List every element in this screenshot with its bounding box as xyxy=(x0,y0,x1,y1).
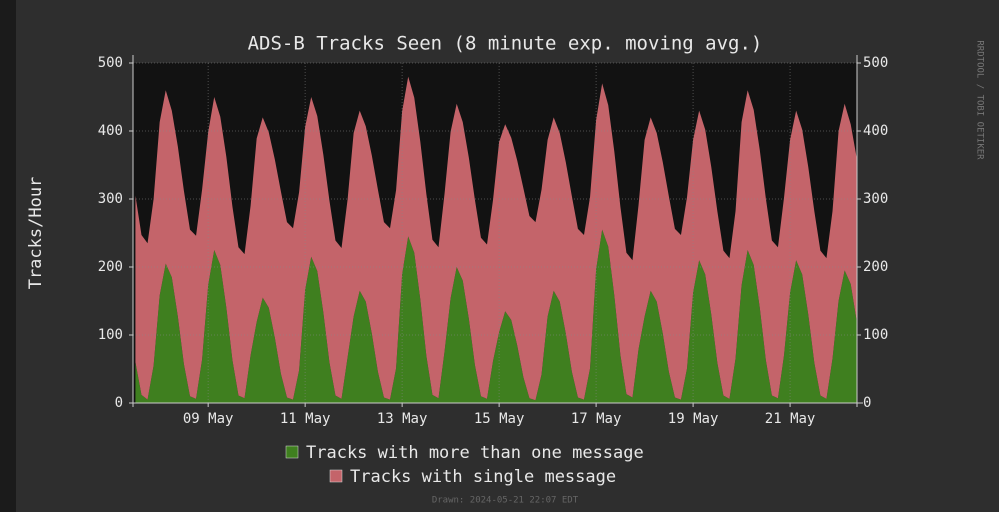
legend-label: Tracks with more than one message xyxy=(306,443,644,463)
x-tick-label: 15 May xyxy=(474,411,525,427)
y-axis-label: Tracks/Hour xyxy=(26,177,46,290)
y2-tick-label: 300 xyxy=(863,191,888,207)
side-text: RRDTOOL / TOBI OETIKER xyxy=(975,40,985,160)
y-tick-label: 500 xyxy=(98,55,123,71)
y2-tick-label: 500 xyxy=(863,55,888,71)
x-tick-label: 21 May xyxy=(765,411,816,427)
y2-tick-label: 200 xyxy=(863,259,888,275)
x-tick-label: 13 May xyxy=(377,411,428,427)
x-tick-label: 19 May xyxy=(668,411,719,427)
x-tick-label: 11 May xyxy=(280,411,331,427)
y2-tick-label: 100 xyxy=(863,327,888,343)
y-tick-label: 300 xyxy=(98,191,123,207)
legend-label: Tracks with single message xyxy=(350,467,616,487)
footer: Drawn: 2024-05-21 22:07 EDT xyxy=(432,496,579,506)
x-tick-label: 09 May xyxy=(183,411,234,427)
legend-swatch xyxy=(329,469,343,483)
y-tick-label: 200 xyxy=(98,259,123,275)
legend-swatch xyxy=(285,445,299,459)
y2-tick-label: 400 xyxy=(863,123,888,139)
x-tick-label: 17 May xyxy=(571,411,622,427)
area xyxy=(135,76,857,401)
y-tick-label: 0 xyxy=(115,395,123,411)
y-tick-label: 100 xyxy=(98,327,123,343)
y2-tick-label: 0 xyxy=(863,395,871,411)
area xyxy=(135,229,857,403)
chart-title: ADS-B Tracks Seen (8 minute exp. moving … xyxy=(248,33,763,55)
y-tick-label: 400 xyxy=(98,123,123,139)
